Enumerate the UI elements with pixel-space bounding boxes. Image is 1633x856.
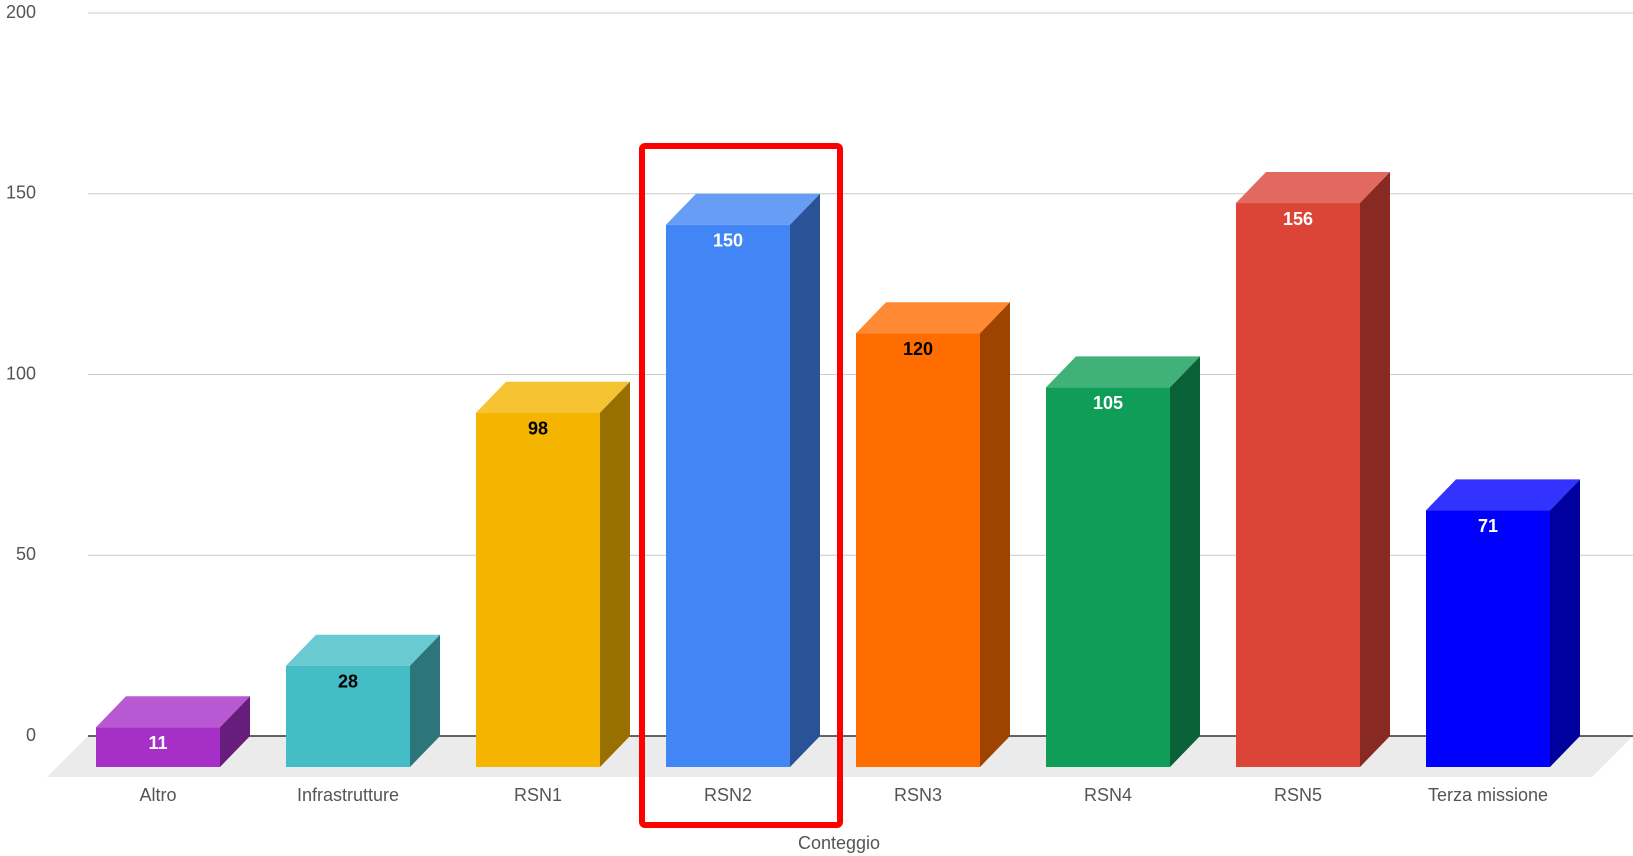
data-label: 105 bbox=[1093, 393, 1123, 413]
x-tick-label: Infrastrutture bbox=[297, 785, 399, 805]
bar bbox=[1426, 510, 1550, 767]
bar-top bbox=[666, 193, 820, 225]
data-label: 156 bbox=[1283, 209, 1313, 229]
highlight-box bbox=[639, 143, 843, 828]
x-axis-title: Conteggio bbox=[798, 833, 880, 853]
bar-top bbox=[1236, 172, 1390, 204]
bar-top bbox=[96, 696, 250, 728]
bar bbox=[286, 665, 410, 767]
data-label: 120 bbox=[903, 339, 933, 359]
x-tick-label: RSN1 bbox=[514, 785, 562, 805]
y-tick-label: 150 bbox=[6, 183, 36, 203]
y-tick-label: 100 bbox=[6, 363, 36, 383]
x-tick-label: RSN2 bbox=[704, 785, 752, 805]
x-tick-label: RSN3 bbox=[894, 785, 942, 805]
bar-side bbox=[1360, 172, 1390, 767]
data-label: 98 bbox=[528, 418, 548, 438]
bar-side bbox=[410, 634, 440, 767]
bar-top bbox=[856, 302, 1010, 334]
bar-side bbox=[1170, 356, 1200, 767]
bar bbox=[476, 412, 600, 767]
data-label: 28 bbox=[338, 672, 358, 692]
x-tick-label: RSN4 bbox=[1084, 785, 1132, 805]
bar-side bbox=[790, 193, 820, 767]
x-tick-label: Altro bbox=[139, 785, 176, 805]
bar-side bbox=[1550, 479, 1580, 767]
y-tick-label: 50 bbox=[16, 544, 36, 564]
bar-side bbox=[220, 696, 250, 767]
data-label: 150 bbox=[713, 231, 743, 251]
bar-side bbox=[600, 381, 630, 767]
bar-top bbox=[1046, 356, 1200, 388]
bar-side bbox=[980, 302, 1010, 767]
y-tick-label: 0 bbox=[26, 725, 36, 745]
x-tick-label: Terza missione bbox=[1428, 785, 1548, 805]
bar bbox=[1046, 387, 1170, 767]
bar bbox=[856, 333, 980, 767]
data-label: 11 bbox=[148, 733, 167, 753]
bar bbox=[1236, 203, 1360, 767]
bar-top bbox=[1426, 479, 1580, 511]
bar bbox=[96, 727, 220, 767]
bar bbox=[666, 224, 790, 767]
bar-top bbox=[286, 634, 440, 666]
bar-top bbox=[476, 381, 630, 413]
y-tick-label: 200 bbox=[6, 2, 36, 22]
x-tick-label: RSN5 bbox=[1274, 785, 1322, 805]
data-label: 71 bbox=[1478, 516, 1498, 536]
